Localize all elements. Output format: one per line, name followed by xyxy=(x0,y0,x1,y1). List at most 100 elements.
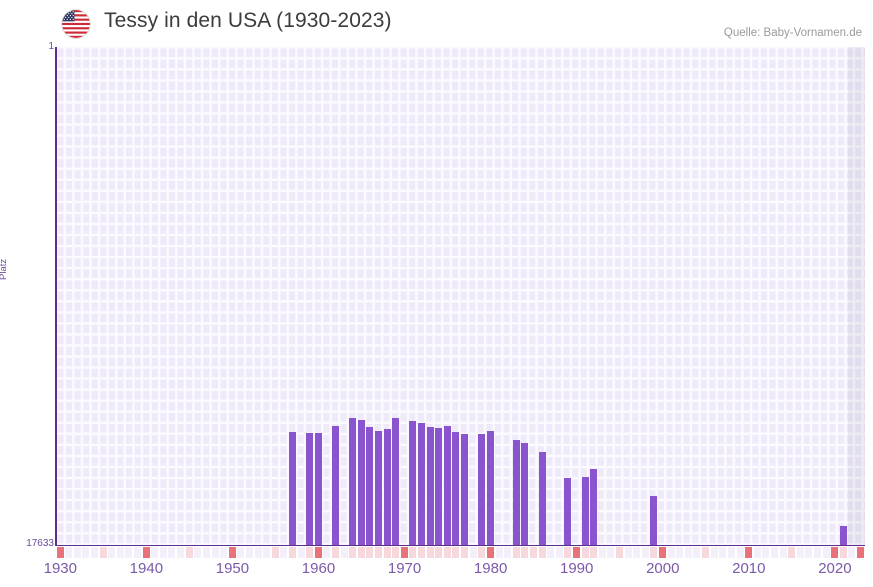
year-marker-2011 xyxy=(753,546,761,558)
x-tick-2010: 2010 xyxy=(732,560,766,577)
year-marker-2017 xyxy=(805,546,813,558)
year-marker-2009 xyxy=(736,546,744,558)
plot-gridlines xyxy=(56,47,865,545)
bar-2021[interactable] xyxy=(839,526,847,545)
bar-1974[interactable] xyxy=(435,428,443,545)
bar-1977[interactable] xyxy=(461,434,469,545)
bar-1957[interactable] xyxy=(288,432,296,545)
x-tick-2000: 2000 xyxy=(646,560,680,577)
year-marker-1959 xyxy=(306,546,314,558)
year-marker-strip xyxy=(56,546,865,558)
y-axis-label: Platz xyxy=(0,258,9,280)
year-marker-1953 xyxy=(254,546,262,558)
bar-1976[interactable] xyxy=(452,432,460,545)
year-marker-2022 xyxy=(848,546,856,558)
year-marker-1978 xyxy=(469,546,477,558)
bar-1964[interactable] xyxy=(349,418,357,545)
year-marker-1964 xyxy=(349,546,357,558)
year-marker-2012 xyxy=(762,546,770,558)
year-marker-1943 xyxy=(168,546,176,558)
year-marker-1963 xyxy=(340,546,348,558)
bar-1966[interactable] xyxy=(366,427,374,545)
bar-1979[interactable] xyxy=(478,434,486,545)
year-marker-1993 xyxy=(598,546,606,558)
bar-1989[interactable] xyxy=(564,478,572,545)
bar-1991[interactable] xyxy=(581,477,589,545)
year-marker-1942 xyxy=(159,546,167,558)
year-marker-1972 xyxy=(418,546,426,558)
y-tick-bottom: 17633 xyxy=(26,538,54,549)
year-marker-1996 xyxy=(624,546,632,558)
year-marker-end xyxy=(856,546,864,558)
bar-1960[interactable] xyxy=(314,433,322,545)
x-tick-1990: 1990 xyxy=(559,560,594,577)
year-marker-1955 xyxy=(271,546,279,558)
year-marker-1947 xyxy=(202,546,210,558)
x-tick-1970: 1970 xyxy=(387,560,422,577)
x-tick-1950: 1950 xyxy=(215,560,250,577)
year-marker-1994 xyxy=(607,546,615,558)
year-marker-2000 xyxy=(659,546,667,558)
bar-1969[interactable] xyxy=(392,418,400,545)
year-marker-2004 xyxy=(693,546,701,558)
bar-1962[interactable] xyxy=(332,426,339,545)
year-marker-1991 xyxy=(581,546,589,558)
x-tick-1980: 1980 xyxy=(473,560,508,577)
year-marker-1990 xyxy=(572,546,580,558)
year-marker-1982 xyxy=(504,546,512,558)
bar-1971[interactable] xyxy=(409,421,417,545)
year-marker-1970 xyxy=(400,546,408,558)
bar-1984[interactable] xyxy=(521,443,529,545)
bar-1975[interactable] xyxy=(443,426,451,545)
source-label: Quelle: Baby-Vornamen.de xyxy=(723,27,862,39)
year-marker-2008 xyxy=(727,546,735,558)
year-marker-1946 xyxy=(194,546,202,558)
year-marker-1975 xyxy=(443,546,451,558)
year-marker-1948 xyxy=(211,546,219,558)
x-tick-1930: 1930 xyxy=(43,560,77,577)
bar-1972[interactable] xyxy=(418,423,426,545)
year-marker-1974 xyxy=(435,546,443,558)
year-marker-1986 xyxy=(538,546,546,558)
year-marker-1936 xyxy=(108,546,116,558)
year-marker-1987 xyxy=(547,546,555,558)
year-marker-2020 xyxy=(831,546,839,558)
bar-1965[interactable] xyxy=(357,420,365,545)
bar-1986[interactable] xyxy=(538,452,546,545)
year-marker-1999 xyxy=(650,546,658,558)
year-marker-1941 xyxy=(151,546,159,558)
bar-1959[interactable] xyxy=(306,433,314,545)
year-marker-1932 xyxy=(73,546,81,558)
year-marker-1983 xyxy=(512,546,520,558)
year-marker-1998 xyxy=(641,546,649,558)
year-marker-1951 xyxy=(237,546,245,558)
bar-1973[interactable] xyxy=(426,427,434,545)
year-marker-1949 xyxy=(220,546,228,558)
bar-1992[interactable] xyxy=(590,469,598,545)
x-tick-2020: 2020 xyxy=(818,560,852,577)
year-marker-2014 xyxy=(779,546,787,558)
bar-1999[interactable] xyxy=(650,496,658,545)
year-marker-2003 xyxy=(684,546,692,558)
bar-1967[interactable] xyxy=(375,431,383,545)
year-marker-1968 xyxy=(383,546,391,558)
bar-series xyxy=(56,47,865,545)
year-marker-1989 xyxy=(564,546,572,558)
year-marker-2002 xyxy=(676,546,684,558)
year-marker-2015 xyxy=(788,546,796,558)
year-marker-1957 xyxy=(288,546,296,558)
bar-1968[interactable] xyxy=(383,429,391,545)
year-marker-2006 xyxy=(710,546,718,558)
year-marker-1979 xyxy=(478,546,486,558)
year-marker-1956 xyxy=(280,546,288,558)
y-axis-line xyxy=(55,47,57,545)
bar-1983[interactable] xyxy=(512,440,520,545)
year-marker-2019 xyxy=(822,546,830,558)
year-marker-1954 xyxy=(263,546,271,558)
bar-1980[interactable] xyxy=(486,431,494,545)
year-marker-2007 xyxy=(719,546,727,558)
year-marker-1950 xyxy=(228,546,236,558)
page-title: Tessy in den USA (1930-2023) xyxy=(104,9,392,32)
year-marker-1935 xyxy=(99,546,107,558)
